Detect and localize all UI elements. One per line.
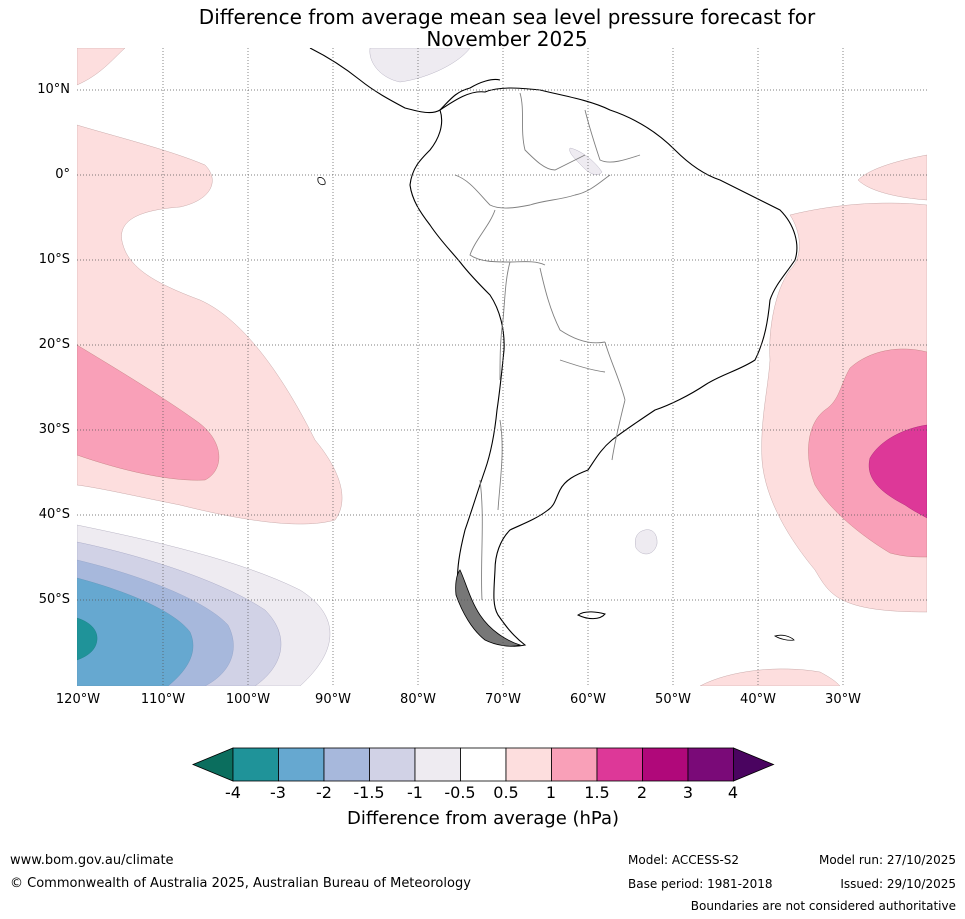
colorbar-tick: -4 [225,783,241,802]
lat-label-10s: 10°S [38,252,70,267]
colorbar-tick: -1.5 [353,783,385,802]
lon-label-50w: 50°W [655,692,691,707]
colorbar-tick: 1.5 [584,783,610,802]
falkland-islands [577,611,606,620]
latitude-gridlines [77,89,927,601]
lat-label-20s: 20°S [38,337,70,352]
colorbar-segment [460,747,507,782]
anomaly-region-atlantic-equatorial [857,154,927,201]
colorbar-arrow-high [733,747,775,782]
colorbar-segment [278,747,325,782]
colorbar-label: Difference from average (hPa) [346,808,620,829]
lon-label-120w: 120°W [55,692,101,707]
lat-label-0: 0° [55,167,70,182]
galapagos-islands [317,177,326,186]
colorbar-tick: 0.5 [493,783,519,802]
south-america-coastline [409,87,798,647]
model-text: Model: ACCESS-S2 [628,853,740,867]
lon-label-90w: 90°W [315,692,351,707]
colorbar-tick: -0.5 [444,783,476,802]
colorbar-segment [551,747,598,782]
south-georgia [774,634,795,641]
colorbar-tick: -1 [407,783,423,802]
base-period-text: Base period: 1981-2018 [628,877,773,891]
colorbar-tick: -3 [270,783,286,802]
colorbar-segment [642,747,689,782]
lon-label-110w: 110°W [140,692,186,707]
colorbar-tick: 1 [545,783,557,802]
anomaly-region-atlantic-1-1.5 [808,348,927,558]
colorbar-segment [414,747,461,782]
lat-label-50s: 50°S [38,592,70,607]
colorbar-segment [505,747,552,782]
colorbar-segment [369,747,416,782]
anomaly-region-amazon-neg [569,147,603,175]
lon-label-40w: 40°W [740,692,776,707]
anomaly-region-neg-2 [77,577,194,686]
anomaly-region-pacific-1-1.5 [77,344,219,481]
colorbar-segment [687,747,734,782]
colorbar-segment [323,747,370,782]
anomaly-region-atlantic-south [699,668,841,686]
lat-label-10n: 10°N [37,82,70,97]
colorbar-segment [596,747,643,782]
colorbar-arrow-low [191,747,234,782]
lon-label-80w: 80°W [400,692,436,707]
map-title-line-1: Difference from average mean sea level p… [198,5,816,29]
lat-label-30s: 30°S [38,422,70,437]
colorbar-tick: -2 [316,783,332,802]
website-link[interactable]: www.bom.gov.au/climate [10,853,174,868]
central-america-coastline [309,48,501,114]
disclaimer-text: Boundaries are not considered authoritat… [690,899,956,913]
anomaly-region-caribbean-neg [369,48,471,83]
lon-label-100w: 100°W [225,692,271,707]
colorbar [191,747,775,782]
copyright-text: © Commonwealth of Australia 2025, Austra… [10,876,471,891]
lon-label-60w: 60°W [570,692,606,707]
colorbar-tick: 2 [636,783,648,802]
colorbar-segment [232,747,279,782]
lon-label-30w: 30°W [825,692,861,707]
colorbar-tick: 4 [727,783,739,802]
anomaly-region-pacific-north [77,48,126,86]
anomaly-region-neg-3 [77,617,98,661]
longitude-gridlines [162,48,844,686]
model-run-text: Model run: 27/10/2025 [818,853,956,867]
anomaly-region-atlantic-neg [635,529,658,555]
lat-label-40s: 40°S [38,507,70,522]
tierra-del-fuego [455,569,522,647]
map-title-line-2: November 2025 [426,27,588,51]
lon-label-70w: 70°W [485,692,521,707]
colorbar-tick: 3 [682,783,694,802]
anomaly-region-atlantic-1.5-2 [868,424,927,519]
issued-text: Issued: 29/10/2025 [840,877,956,891]
